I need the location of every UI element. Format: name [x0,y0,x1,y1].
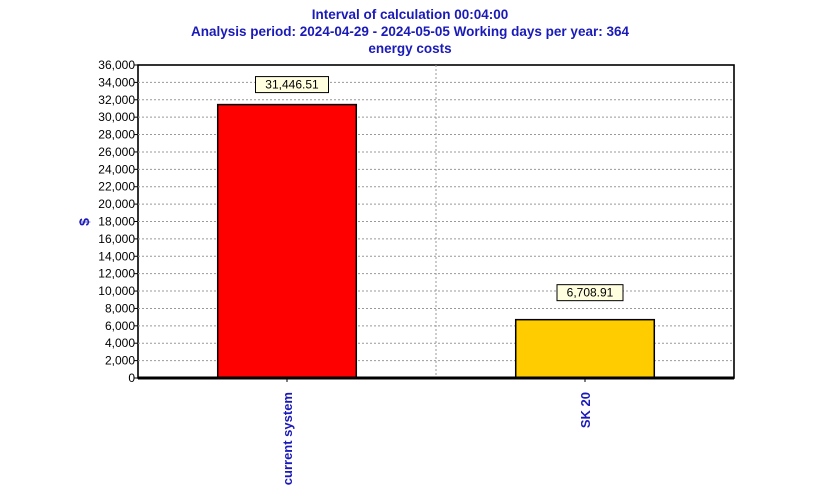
y-axis-label: $ [76,218,92,226]
data-label: 31,446.51 [265,78,319,92]
chart-title-line-2: Analysis period: 2024-04-29 - 2024-05-05… [191,24,629,39]
y-tick-label: 34,000 [98,75,135,89]
y-tick-label: 36,000 [98,58,135,72]
labels-layer: 31,446.51 6,708.91 [255,76,624,302]
y-tick-label: 4,000 [105,336,135,350]
x-category-label: current system [280,392,295,485]
y-tick-label: 12,000 [98,267,135,281]
chart-title-line-3: energy costs [368,41,451,56]
data-label-box [556,284,624,302]
y-tick-label: 14,000 [98,249,135,263]
y-tick-label: 0 [128,371,135,385]
y-tick-label: 16,000 [98,232,135,246]
axis-layer: 0 2,000 4,000 6,000 8,000 10,000 12,000 14,000 1… [98,58,734,485]
y-tick-label: 6,000 [105,319,135,333]
y-tick-label: 26,000 [98,145,135,159]
y-tick-label: 20,000 [98,197,135,211]
x-category-label: SK 20 [578,392,593,428]
y-tick-label: 32,000 [98,93,135,107]
y-tick-label: 10,000 [98,284,135,298]
y-tick-label: 24,000 [98,162,135,176]
y-tick-label: 18,000 [98,215,135,229]
y-tick-label: 30,000 [98,110,135,124]
chart-title-line-1: Interval of calculation 00:04:00 [312,7,509,22]
y-tick-label: 2,000 [105,354,135,368]
bar-sk-20 [514,318,656,379]
data-label: 6,708.91 [567,286,614,300]
y-tick-label: 28,000 [98,128,135,142]
y-tick-label: 8,000 [105,301,135,315]
bar-current-system [216,103,358,379]
bars-layer [216,103,656,379]
data-label-box [255,76,329,94]
y-tick-label: 22,000 [98,180,135,194]
